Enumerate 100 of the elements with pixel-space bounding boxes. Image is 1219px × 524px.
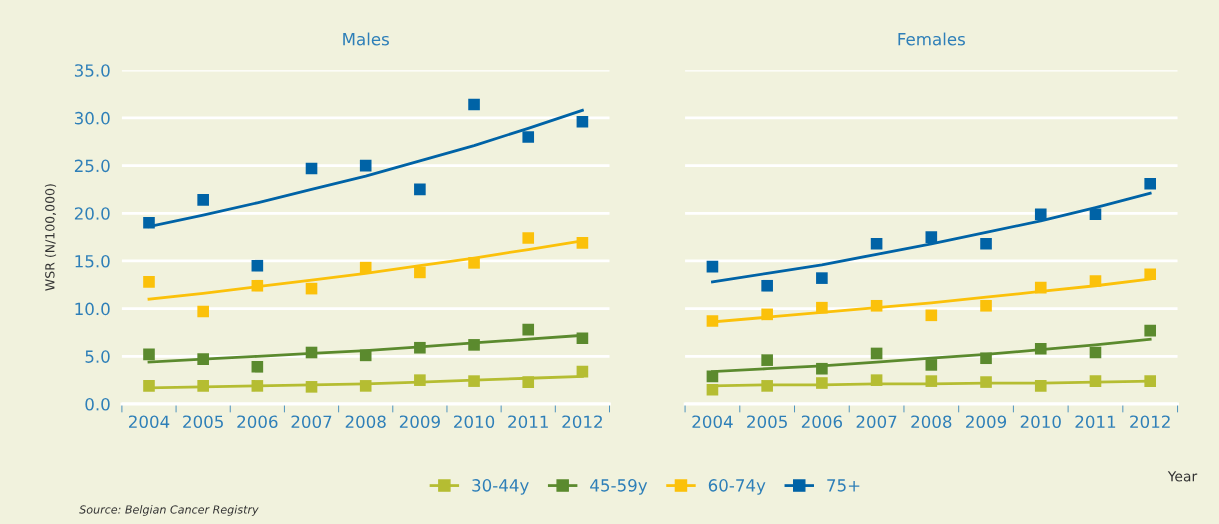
x-tick-label: 2011 xyxy=(508,415,548,429)
point xyxy=(1089,275,1102,287)
point xyxy=(359,261,372,274)
legend-label: 75+ xyxy=(827,479,860,492)
point xyxy=(980,376,992,388)
point xyxy=(143,216,155,229)
x-tick-label: 2008 xyxy=(345,415,386,429)
point xyxy=(1144,268,1156,281)
y-tick-label: 10.0 xyxy=(75,302,110,316)
x-tick-label: 2010 xyxy=(1020,415,1061,429)
y-axis-title: WSR (N/100,000) xyxy=(44,184,57,291)
point xyxy=(1034,380,1047,392)
point xyxy=(706,315,719,327)
x-tick-label: 2008 xyxy=(911,415,952,429)
point xyxy=(870,237,883,250)
point xyxy=(414,341,426,354)
point xyxy=(925,375,938,387)
point xyxy=(197,305,209,318)
x-tick-label: 2005 xyxy=(747,415,787,429)
point xyxy=(1034,208,1047,221)
x-tick-label: 2004 xyxy=(129,415,170,429)
point xyxy=(522,131,535,143)
point xyxy=(251,259,264,272)
chart-title: Males xyxy=(343,32,389,46)
point xyxy=(576,115,589,128)
chart-title: Females xyxy=(898,32,965,46)
point xyxy=(925,309,938,322)
point xyxy=(468,257,480,269)
y-tick-label: 25.0 xyxy=(74,159,110,173)
point xyxy=(1144,324,1156,337)
point xyxy=(761,279,773,292)
point xyxy=(980,237,992,250)
point xyxy=(359,349,372,362)
point xyxy=(761,380,773,392)
point xyxy=(925,231,938,243)
y-tick-label: 30.0 xyxy=(74,111,110,125)
point xyxy=(414,266,426,279)
point xyxy=(522,323,535,336)
legend-label: 45-59y xyxy=(590,479,648,495)
point xyxy=(870,347,883,360)
point xyxy=(251,361,264,373)
point xyxy=(305,381,318,393)
point xyxy=(197,380,209,392)
point xyxy=(761,308,773,321)
x-tick-label: 2004 xyxy=(692,415,733,429)
point xyxy=(576,332,589,345)
x-tick-label: 2005 xyxy=(183,415,223,429)
point xyxy=(980,352,992,365)
source-note: Source: Belgian Cancer Registry xyxy=(79,505,259,516)
point xyxy=(576,237,589,249)
point xyxy=(359,159,372,172)
point xyxy=(468,375,480,387)
point xyxy=(251,380,264,392)
point xyxy=(816,272,828,284)
point xyxy=(761,354,773,366)
x-tick-label: 2007 xyxy=(291,415,332,429)
point xyxy=(1144,375,1156,387)
point xyxy=(143,348,155,361)
point xyxy=(576,365,589,378)
point xyxy=(305,282,318,295)
point xyxy=(706,370,719,383)
x-tick-label: 2012 xyxy=(562,415,602,429)
point xyxy=(816,377,828,389)
point xyxy=(1034,281,1047,294)
point xyxy=(143,276,155,288)
point xyxy=(197,353,209,365)
point xyxy=(706,383,719,396)
y-tick-label: 5.0 xyxy=(85,350,110,363)
point xyxy=(1144,177,1156,190)
y-tick-label: 15.0 xyxy=(75,254,110,268)
point xyxy=(1089,346,1102,359)
x-tick-label: 2009 xyxy=(966,415,1007,429)
point xyxy=(1034,342,1047,355)
x-tick-label: 2011 xyxy=(1075,415,1116,429)
x-tick-label: 2009 xyxy=(399,415,440,429)
point xyxy=(359,380,372,392)
x-tick-label: 2007 xyxy=(856,415,897,429)
point xyxy=(414,374,426,386)
point xyxy=(816,362,828,375)
legend-label: 60-74y xyxy=(708,479,766,495)
y-tick-label: 35.0 xyxy=(74,64,110,77)
x-axis-title: Year xyxy=(1167,471,1198,482)
x-tick-label: 2012 xyxy=(1130,415,1170,429)
point xyxy=(870,374,883,386)
legend-label: 30-44y xyxy=(472,479,529,495)
point xyxy=(870,299,883,312)
point xyxy=(143,380,155,392)
point xyxy=(468,339,480,351)
point xyxy=(816,301,828,314)
point xyxy=(251,279,264,292)
x-tick-label: 2010 xyxy=(454,415,495,429)
x-tick-label: 2006 xyxy=(801,415,843,429)
point xyxy=(925,359,938,371)
point xyxy=(197,194,209,206)
y-tick-label: 20.0 xyxy=(74,207,110,220)
point xyxy=(305,162,318,175)
point xyxy=(522,376,535,388)
point xyxy=(522,232,535,244)
point xyxy=(468,98,480,111)
point xyxy=(305,346,318,359)
